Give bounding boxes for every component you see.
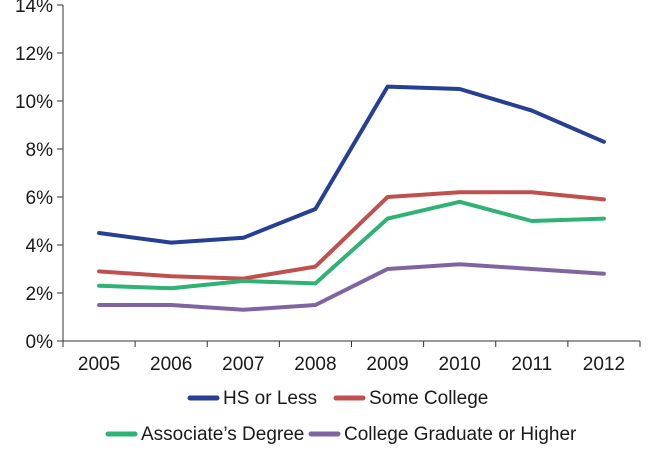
legend: HS or Less Some College Associate’s Degree… bbox=[105, 388, 577, 445]
series-line bbox=[97, 262, 606, 312]
series-line bbox=[97, 199, 606, 291]
x-tick-label: 2010 bbox=[439, 354, 481, 375]
x-tick-label: 2007 bbox=[222, 354, 264, 375]
legend-label: Some College bbox=[369, 388, 488, 409]
x-tick-label: 2012 bbox=[583, 354, 625, 375]
series-lines bbox=[97, 84, 606, 312]
y-axis-ticks: 0% 2% 4% 6% 8% 10% 12% 14% bbox=[15, 0, 63, 353]
y-tick-label: 8% bbox=[26, 140, 54, 161]
axes bbox=[62, 5, 640, 342]
y-tick-label: 12% bbox=[15, 44, 53, 65]
y-tick-label: 2% bbox=[26, 284, 54, 305]
x-tick-label: 2008 bbox=[294, 354, 336, 375]
series-line bbox=[97, 84, 606, 245]
legend-label: Associate’s Degree bbox=[141, 424, 304, 445]
y-tick-label: 6% bbox=[26, 188, 54, 209]
y-tick-label: 0% bbox=[26, 332, 54, 353]
x-tick-label: 2011 bbox=[511, 354, 552, 375]
y-tick-label: 4% bbox=[26, 236, 54, 257]
legend-label: HS or Less bbox=[223, 388, 317, 409]
x-axis-ticks: 2005 2006 2007 2008 2009 2010 2011 2012 bbox=[62, 341, 641, 375]
y-tick-label: 10% bbox=[15, 92, 53, 113]
x-tick-label: 2009 bbox=[366, 354, 408, 375]
y-tick-label: 14% bbox=[15, 0, 53, 17]
x-tick-label: 2006 bbox=[150, 354, 192, 375]
legend-label: College Graduate or Higher bbox=[344, 424, 577, 445]
x-tick-label: 2005 bbox=[78, 354, 120, 375]
series-line bbox=[97, 190, 606, 281]
